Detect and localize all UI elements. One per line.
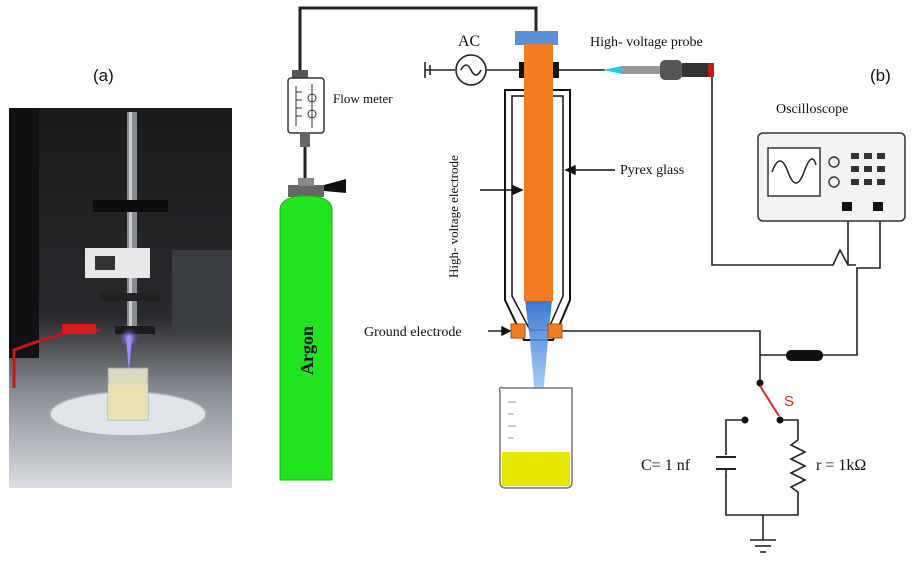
argon-label: Argon — [297, 326, 317, 375]
hv-electrode-arrow — [480, 184, 524, 196]
flow-meter-label: Flow meter — [333, 91, 393, 106]
pyrex-arrow — [564, 164, 615, 176]
connection-wires — [298, 6, 881, 540]
photo-panel-a — [9, 108, 232, 488]
high-voltage-probe: High- voltage probe — [559, 35, 714, 80]
flow-meter: Flow meter — [287, 70, 393, 147]
plasma-jet-reactor — [504, 31, 571, 440]
current-probe — [786, 350, 823, 361]
ac-label: AC — [458, 33, 480, 50]
switch-label: S — [784, 393, 794, 410]
ac-ground-symbol — [424, 62, 431, 78]
oscilloscope-label: Oscilloscope — [776, 102, 848, 117]
panel-label-b: (b) — [870, 66, 891, 85]
beaker — [498, 386, 573, 489]
resistor-label: r = 1kΩ — [816, 457, 866, 474]
hv-probe-label: High- voltage probe — [590, 35, 703, 50]
pyrex-label: Pyrex glass — [620, 163, 684, 178]
ground-electrode-arrow — [488, 325, 512, 337]
ac-source: AC — [455, 33, 487, 86]
oscilloscope: Oscilloscope — [757, 102, 906, 222]
capacitor-label: C= 1 nf — [641, 457, 691, 474]
hv-electrode-label: High- voltage electrode — [446, 155, 461, 278]
rc-circuit: S C= 1 nf r = 1kΩ — [641, 379, 866, 553]
ground-electrode-label: Ground electrode — [364, 325, 462, 340]
oscilloscope-screen — [767, 147, 821, 197]
switch-s — [759, 385, 780, 417]
plasma-plume — [525, 300, 552, 440]
argon-tank: Argon — [279, 178, 346, 481]
high-voltage-electrode — [524, 44, 553, 301]
panel-label-a: (a) — [93, 66, 114, 85]
